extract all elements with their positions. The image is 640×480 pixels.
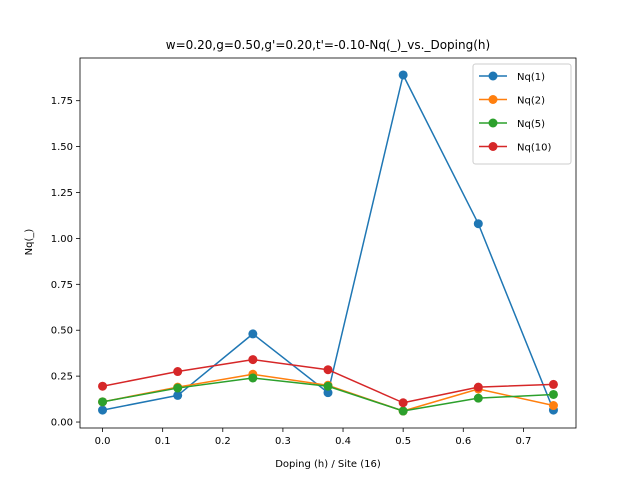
x-tick-label: 0.4 xyxy=(335,436,351,447)
series-4-point xyxy=(248,355,258,365)
series-2-point xyxy=(548,401,558,411)
x-axis-label: Doping (h) / Site (16) xyxy=(275,459,381,470)
series-3-point xyxy=(473,393,483,403)
x-tick-label: 0.0 xyxy=(95,436,111,447)
x-tick-label: 0.7 xyxy=(515,436,531,447)
series-3-point xyxy=(173,383,183,393)
series-3-point xyxy=(323,381,333,391)
series-1-point xyxy=(323,388,333,398)
y-tick-label: 1.75 xyxy=(51,96,73,107)
y-tick-label: 0.00 xyxy=(51,418,73,429)
x-tick-label: 0.1 xyxy=(155,436,171,447)
series-3-point xyxy=(248,373,258,383)
series-4-point xyxy=(473,382,483,392)
legend-label: Nq(5) xyxy=(517,119,545,130)
y-tick-label: 0.75 xyxy=(51,280,73,291)
axes-frame xyxy=(79,57,577,429)
legend-swatch-marker xyxy=(488,95,498,104)
y-tick-label: 0.25 xyxy=(51,372,73,383)
x-tick-label: 0.6 xyxy=(455,436,471,447)
series-4-point xyxy=(323,365,333,375)
plot-area: 0.0 0.1 0.2 0.3 0.4 0.5 0.6 0.7 0.00 0.25 0.50 0.75… xyxy=(51,57,577,447)
series-4-point xyxy=(98,381,108,391)
legend-label: Nq(1) xyxy=(517,72,545,83)
legend-swatch-marker xyxy=(488,142,498,151)
series-1-point xyxy=(98,405,108,415)
legend-swatch-marker xyxy=(488,71,498,81)
legend-box xyxy=(472,63,572,165)
legend-label: Nq(10) xyxy=(517,143,551,154)
legend-swatch-marker xyxy=(488,118,498,128)
series-3-point xyxy=(398,406,408,416)
y-axis-label: Nq(_) xyxy=(24,229,35,256)
y-tick-label: 1.25 xyxy=(51,188,73,199)
series-3-point xyxy=(98,397,108,407)
series-3-point xyxy=(548,389,558,399)
y-tick-label: 0.50 xyxy=(51,326,73,337)
x-tick-label: 0.2 xyxy=(215,436,231,447)
series-4-point xyxy=(173,367,183,377)
series-1-point xyxy=(173,390,183,400)
y-tick-label: 1.50 xyxy=(51,142,73,153)
x-tick-label: 0.5 xyxy=(395,436,411,447)
legend-label: Nq(2) xyxy=(517,96,545,107)
series-1-point xyxy=(473,219,483,229)
y-tick-label: 1.00 xyxy=(51,234,73,245)
chart-title: w=0.20,g=0.50,g'=0.20,t'=-0.10-Nq(_)_vs.… xyxy=(166,38,490,52)
x-tick-label: 0.3 xyxy=(275,436,291,447)
series-1-point xyxy=(248,329,258,339)
series-1-point xyxy=(398,70,408,80)
series-4-point xyxy=(548,379,558,389)
series-4-point xyxy=(398,398,408,408)
